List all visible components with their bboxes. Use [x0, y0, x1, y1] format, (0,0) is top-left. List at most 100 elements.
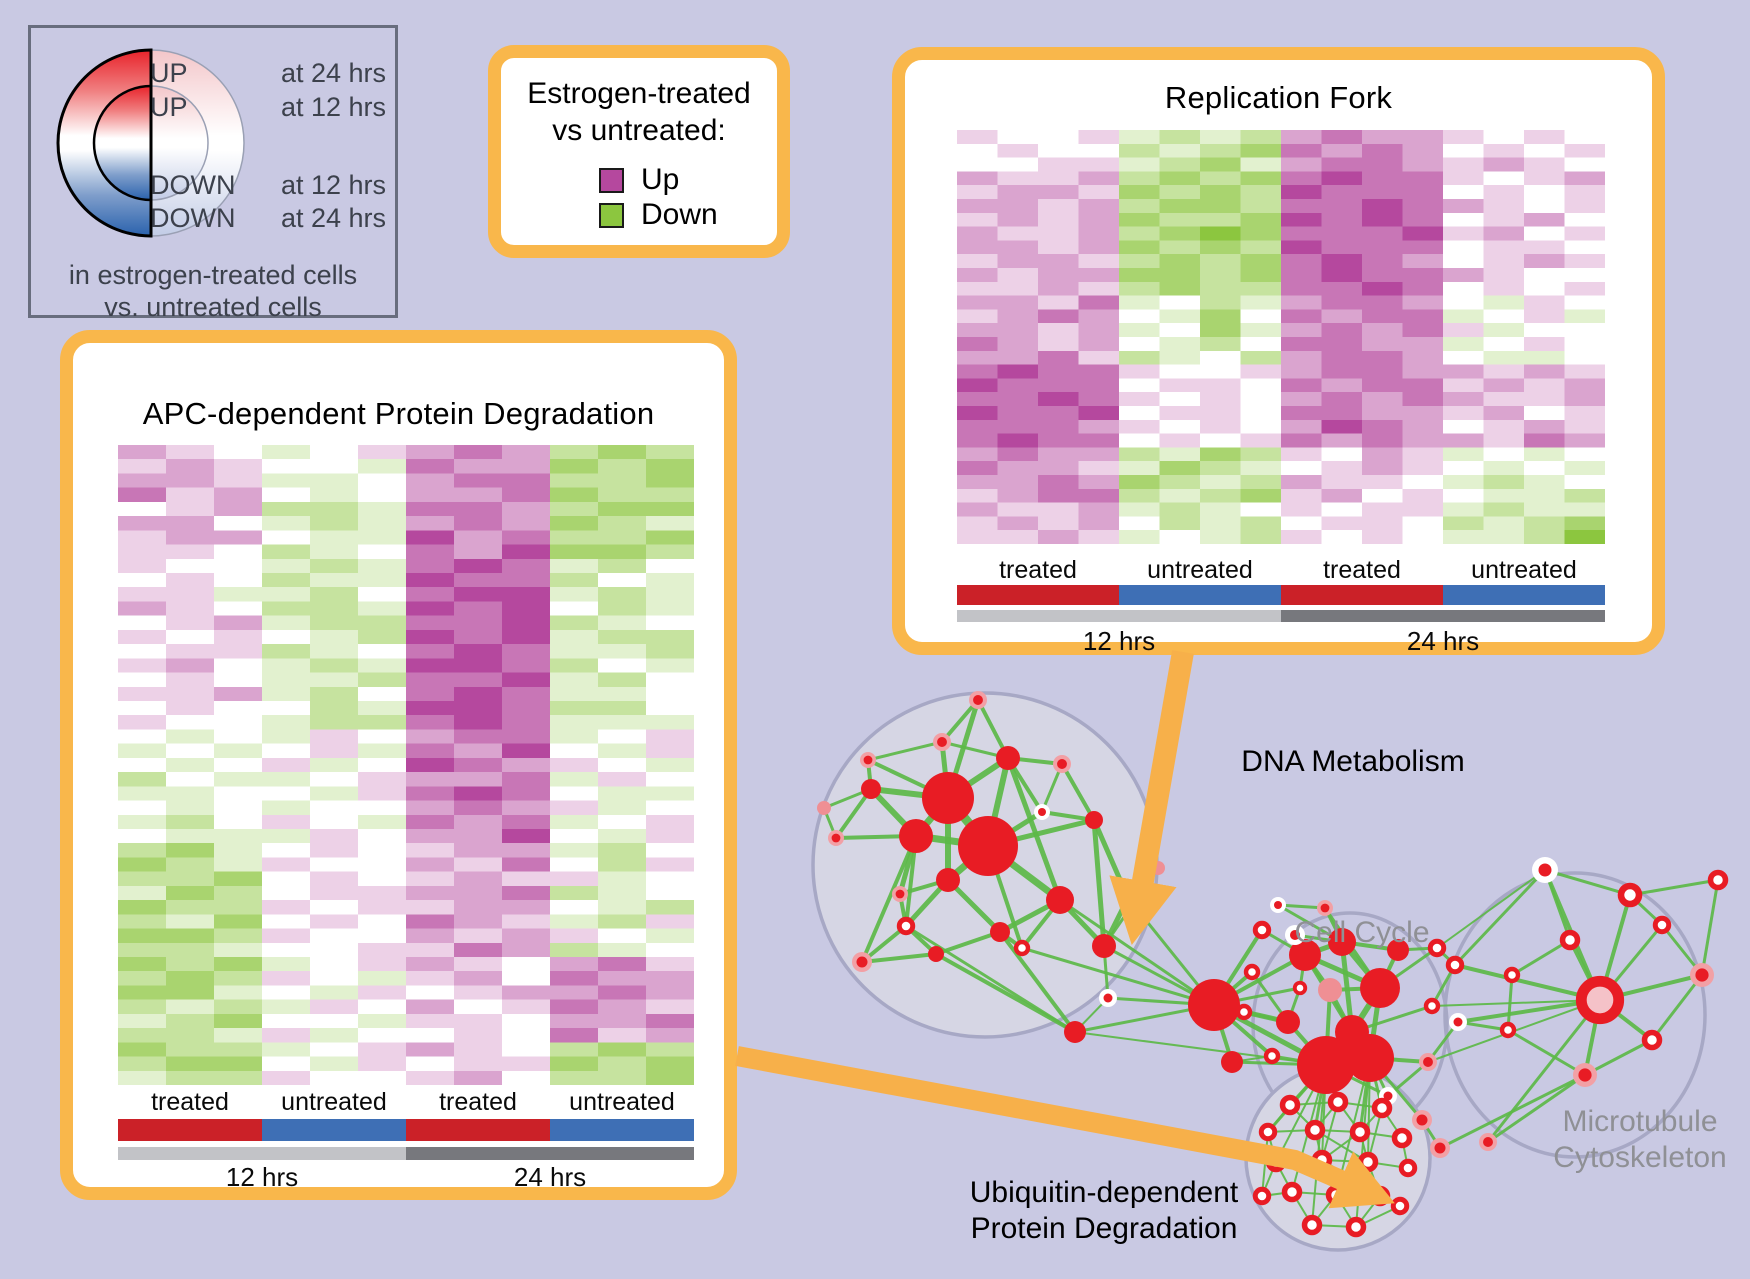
heatmap-cell — [1240, 309, 1282, 324]
heatmap-cell — [406, 999, 455, 1015]
heatmap-cell — [997, 447, 1039, 462]
heatmap-cell — [358, 629, 407, 645]
heatmap-cell — [262, 743, 311, 759]
apc-heatmap — [118, 445, 694, 1085]
legend-direction: UP — [150, 92, 188, 122]
heatmap-cell — [262, 658, 311, 674]
heatmap-cell — [454, 772, 503, 787]
network-edge — [834, 787, 873, 840]
heatmap-cell — [214, 942, 263, 958]
heatmap-cell — [1483, 323, 1525, 338]
heatmap-cell — [550, 658, 599, 674]
heatmap-cell — [997, 516, 1039, 531]
heatmap-cell — [358, 1013, 407, 1029]
heatmap-cell — [406, 558, 455, 574]
heatmap-cell — [310, 985, 359, 1001]
heatmap-cell — [310, 601, 359, 617]
node-core — [1434, 1142, 1446, 1154]
heatmap-cell — [454, 971, 503, 987]
heatmap-cell — [646, 829, 694, 844]
heatmap-cell — [358, 857, 407, 873]
heatmap-cell — [1038, 268, 1080, 283]
heatmap-cell — [262, 985, 311, 1001]
heatmap-cell — [118, 729, 167, 745]
heatmap-cell — [1524, 488, 1566, 504]
heatmap-cell — [310, 686, 359, 702]
heatmap-cell — [1078, 475, 1120, 490]
heatmap-cell — [1078, 185, 1120, 200]
heatmap-cell — [1119, 199, 1161, 214]
node-core — [895, 889, 905, 899]
time-label: 12 hrs — [225, 1162, 299, 1192]
heatmap-cell — [550, 985, 599, 1001]
heatmap-cell — [1159, 295, 1201, 310]
heatmap-cell — [1483, 157, 1525, 172]
heatmap-cell — [454, 530, 503, 546]
heatmap-cell — [310, 1028, 359, 1043]
network-edge — [1060, 763, 1096, 821]
heatmap-cell — [1078, 461, 1120, 476]
heatmap-cell — [1483, 364, 1525, 379]
heatmap-cell — [406, 814, 455, 830]
heatmap-cell — [1240, 488, 1282, 504]
heatmap-cell — [502, 985, 551, 1001]
heatmap-cell — [454, 999, 503, 1015]
network-node-solid-red — [958, 816, 1018, 876]
heatmap-cell — [166, 957, 215, 972]
heatmap-cell — [214, 928, 263, 944]
heatmap-cell — [166, 757, 215, 773]
heatmap-cell — [997, 378, 1039, 393]
heatmap-cell — [166, 615, 215, 631]
heatmap-cell — [1564, 502, 1605, 517]
heatmap-cell — [1321, 309, 1363, 324]
heatmap-cell — [550, 1056, 599, 1072]
heatmap-cell — [1200, 364, 1242, 379]
network-node-solid-red — [1085, 811, 1103, 829]
heatmap-cell — [598, 573, 647, 588]
network-edge — [1700, 879, 1720, 976]
heatmap-cell — [406, 900, 455, 915]
heatmap-cell — [1443, 295, 1485, 310]
heatmap-cell — [1402, 254, 1444, 269]
heatmap-cell — [262, 530, 311, 546]
network-edge — [1511, 938, 1571, 977]
heatmap-cell — [214, 715, 263, 731]
heatmap-cell — [646, 957, 694, 972]
network-node-solid-red — [1221, 1051, 1243, 1073]
heatmap-cell — [1524, 475, 1566, 490]
heatmap-cell — [166, 1013, 215, 1029]
heatmap-cell — [166, 701, 215, 716]
heatmap-cell — [1362, 461, 1404, 476]
heatmap-cell — [166, 942, 215, 958]
heatmap-cell — [1443, 309, 1485, 324]
network-edge — [860, 835, 918, 963]
heatmap-cell — [957, 350, 999, 366]
heatmap-cell — [1038, 130, 1080, 145]
heatmap-cell — [454, 757, 503, 773]
heatmap-cell — [310, 587, 359, 603]
heatmap-cell — [454, 843, 503, 859]
heatmap-cell — [997, 254, 1039, 269]
heatmap-cell — [1564, 171, 1605, 186]
heatmap-cell — [646, 587, 694, 603]
heatmap-cell — [550, 800, 599, 816]
heatmap-cell — [550, 615, 599, 631]
heatmap-cell — [1362, 488, 1404, 504]
heatmap-cell — [502, 601, 551, 617]
heatmap-cell — [166, 857, 215, 873]
network-node-solid-red — [1064, 1021, 1086, 1043]
node-core — [1274, 901, 1282, 909]
heatmap-cell — [1281, 475, 1323, 490]
heatmap-cell — [598, 601, 647, 617]
heatmap-cell — [454, 501, 503, 517]
heatmap-cell — [646, 644, 694, 659]
heatmap-cell — [646, 573, 694, 588]
heatmap-cell — [1362, 392, 1404, 407]
heatmap-cell — [1240, 419, 1282, 435]
heatmap-cell — [310, 999, 359, 1015]
heatmap-cell — [646, 615, 694, 631]
heatmap-cell — [1240, 516, 1282, 531]
heatmap-cell — [310, 786, 359, 802]
heatmap-cell — [214, 516, 263, 531]
heatmap-cell — [406, 473, 455, 489]
